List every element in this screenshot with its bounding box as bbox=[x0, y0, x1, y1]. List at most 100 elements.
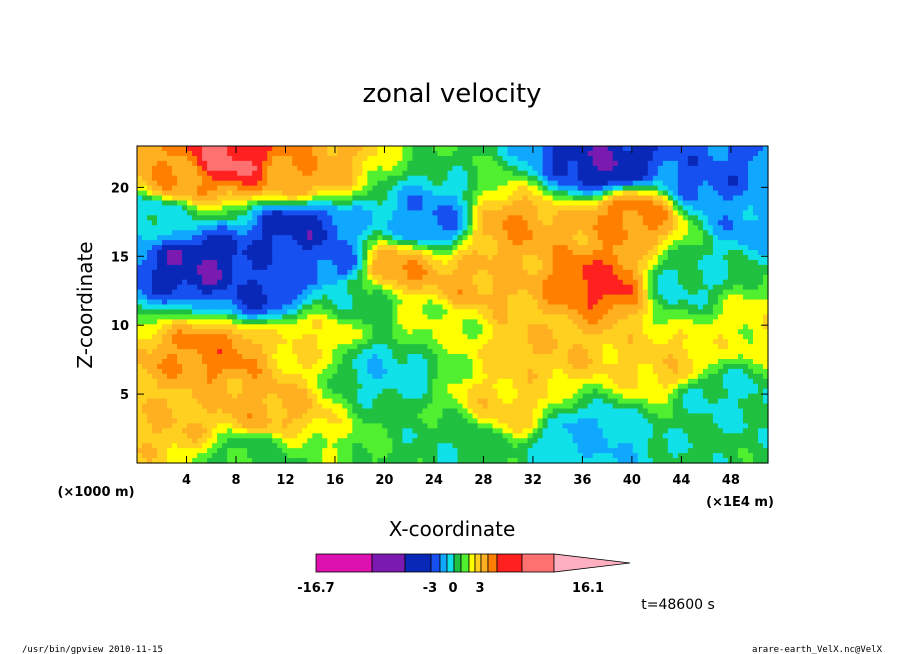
heatmap-cell bbox=[182, 195, 188, 202]
heatmap-cell bbox=[422, 363, 429, 370]
heatmap-cell bbox=[322, 150, 328, 157]
heatmap-cell bbox=[507, 240, 514, 246]
heatmap-cell bbox=[207, 294, 213, 301]
heatmap-cell bbox=[212, 334, 218, 340]
heatmap-cell bbox=[317, 443, 323, 449]
heatmap-cell bbox=[262, 349, 268, 355]
heatmap-cell bbox=[312, 378, 318, 385]
heatmap-cell bbox=[237, 279, 243, 286]
heatmap-cell bbox=[497, 319, 504, 325]
heatmap-cell bbox=[242, 413, 248, 420]
heatmap-cell bbox=[387, 413, 394, 420]
heatmap-cell bbox=[247, 215, 253, 221]
heatmap-cell bbox=[222, 319, 228, 325]
heatmap-cell bbox=[232, 185, 238, 192]
heatmap-cell bbox=[237, 344, 243, 350]
heatmap-cell bbox=[152, 428, 158, 434]
heatmap-cell bbox=[312, 220, 318, 226]
heatmap-cell bbox=[302, 215, 308, 221]
heatmap-cell bbox=[327, 205, 333, 211]
heatmap-cell bbox=[227, 230, 233, 236]
heatmap-cell bbox=[397, 443, 404, 449]
heatmap-cell bbox=[227, 289, 233, 296]
heatmap-cell bbox=[167, 284, 173, 291]
heatmap-cell bbox=[202, 354, 208, 360]
heatmap-cell bbox=[282, 398, 288, 405]
heatmap-cell bbox=[172, 225, 178, 231]
heatmap-cell bbox=[377, 314, 383, 320]
heatmap-cell bbox=[387, 349, 394, 355]
heatmap-cell bbox=[202, 259, 208, 266]
heatmap-cell bbox=[367, 284, 373, 291]
heatmap-cell bbox=[422, 225, 429, 231]
heatmap-cell bbox=[362, 279, 368, 286]
heatmap-cell bbox=[262, 284, 268, 291]
heatmap-cell bbox=[492, 354, 499, 360]
heatmap-cell bbox=[242, 428, 248, 434]
heatmap-cell bbox=[422, 220, 429, 226]
heatmap-cell bbox=[312, 448, 318, 454]
heatmap-cell bbox=[402, 289, 409, 296]
heatmap-cell bbox=[287, 388, 293, 395]
heatmap-cell bbox=[512, 314, 519, 320]
heatmap-cell bbox=[352, 200, 358, 207]
heatmap-cell bbox=[237, 254, 243, 261]
heatmap-cell bbox=[192, 408, 198, 415]
heatmap-cell bbox=[332, 393, 338, 400]
heatmap-cell bbox=[432, 210, 439, 216]
heatmap-cell bbox=[402, 349, 409, 355]
heatmap-cell bbox=[162, 195, 168, 202]
heatmap-cell bbox=[397, 344, 404, 350]
heatmap-cell bbox=[462, 413, 469, 420]
heatmap-cell bbox=[522, 274, 529, 281]
heatmap-cell bbox=[297, 210, 303, 216]
heatmap-cell bbox=[502, 393, 509, 400]
heatmap-cell bbox=[377, 205, 383, 211]
heatmap-cell bbox=[297, 220, 303, 226]
heatmap-cell bbox=[352, 438, 358, 444]
heatmap-cell bbox=[347, 235, 353, 241]
heatmap-cell bbox=[207, 413, 213, 420]
heatmap-cell bbox=[317, 448, 323, 454]
heatmap-cell bbox=[247, 393, 253, 400]
heatmap-cell bbox=[397, 314, 404, 320]
heatmap-cell bbox=[262, 205, 268, 211]
heatmap-cell bbox=[242, 150, 248, 157]
heatmap-cell bbox=[357, 185, 363, 192]
heatmap-cell bbox=[192, 418, 198, 424]
heatmap-cell bbox=[467, 205, 474, 211]
heatmap-cell bbox=[287, 195, 293, 202]
heatmap-cell bbox=[237, 443, 243, 449]
heatmap-cell bbox=[382, 294, 388, 301]
heatmap-cell bbox=[387, 235, 394, 241]
heatmap-cell bbox=[267, 423, 273, 429]
heatmap-cell bbox=[177, 235, 183, 241]
heatmap-cell bbox=[257, 180, 263, 187]
heatmap-cell bbox=[242, 279, 248, 286]
heatmap-cell bbox=[212, 205, 218, 211]
heatmap-cell bbox=[512, 215, 519, 221]
heatmap-cell bbox=[342, 264, 348, 271]
heatmap-cell bbox=[312, 274, 318, 281]
heatmap-cell bbox=[222, 398, 228, 405]
heatmap-cell bbox=[477, 264, 484, 271]
heatmap-cell bbox=[347, 240, 353, 246]
heatmap-cell bbox=[407, 230, 414, 236]
heatmap-cell bbox=[362, 358, 368, 365]
heatmap-cell bbox=[187, 378, 193, 385]
heatmap-cell bbox=[142, 423, 148, 429]
heatmap-cell bbox=[457, 185, 464, 192]
heatmap-cell bbox=[262, 354, 268, 360]
heatmap-cell bbox=[242, 403, 248, 410]
heatmap-cell bbox=[442, 324, 449, 330]
heatmap-cell bbox=[347, 230, 353, 236]
heatmap-cell bbox=[462, 175, 469, 182]
heatmap-cell bbox=[482, 324, 489, 330]
heatmap-cell bbox=[312, 324, 318, 330]
heatmap-cell bbox=[397, 368, 404, 375]
heatmap-cell bbox=[412, 160, 419, 167]
heatmap-cell bbox=[307, 190, 313, 197]
heatmap-cell bbox=[327, 433, 333, 439]
heatmap-cell bbox=[477, 398, 484, 405]
heatmap-cell bbox=[352, 453, 358, 459]
